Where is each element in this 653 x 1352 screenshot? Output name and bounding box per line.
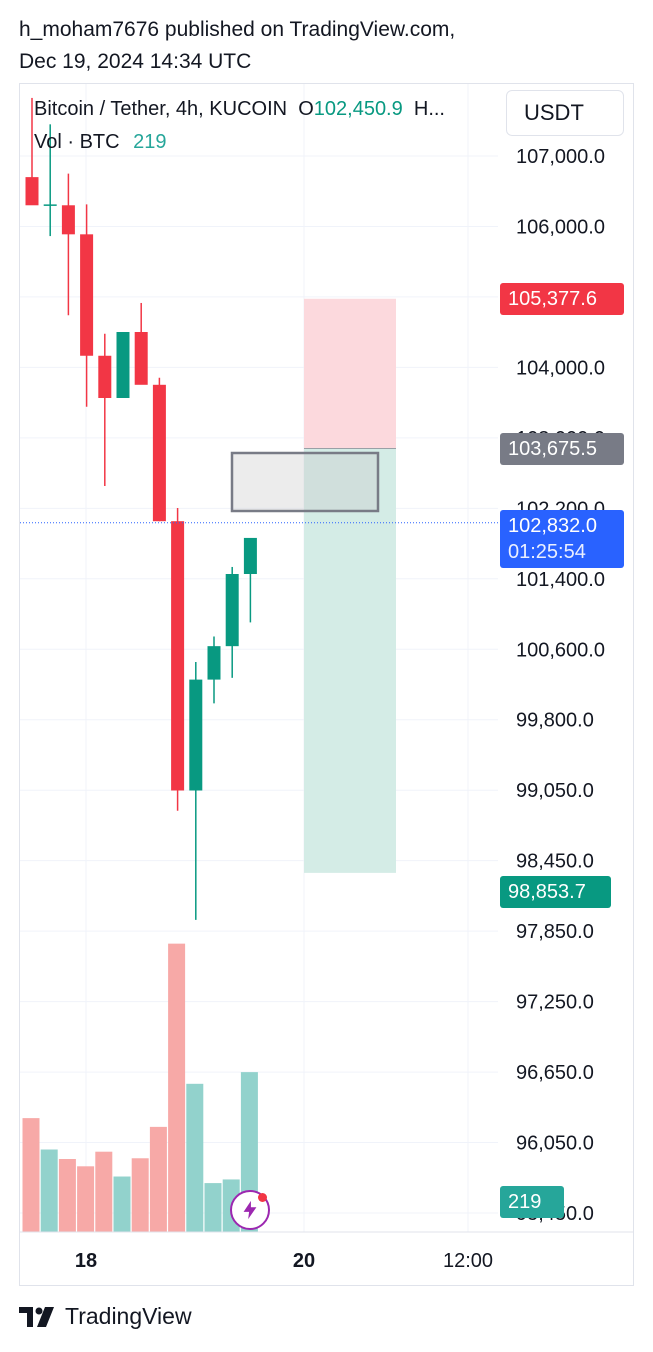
- candle-body: [207, 646, 221, 680]
- y-axis-tick-label: 100,600.0: [516, 639, 605, 661]
- x-axis-tick-label: 12:00: [443, 1250, 493, 1272]
- brand-name: TradingView: [65, 1303, 192, 1329]
- candle-body: [243, 537, 257, 574]
- candle-body: [116, 332, 130, 398]
- volume-bar: [113, 1176, 131, 1232]
- y-axis-tick-label: 99,050.0: [516, 780, 594, 802]
- volume-label[interactable]: Vol · BTC: [34, 131, 120, 153]
- bar-countdown: 01:25:54: [508, 541, 586, 563]
- volume-bar: [168, 943, 186, 1232]
- entry-price-tag: 103,675.5: [500, 433, 624, 465]
- candle-body: [225, 574, 239, 647]
- volume-bar: [77, 1166, 95, 1232]
- lightning-icon: [243, 1200, 257, 1220]
- symbol-name[interactable]: Bitcoin / Tether, 4h, KUCOIN: [34, 98, 288, 120]
- entry-rectangle-drawing: [230, 451, 380, 513]
- stop-loss-zone: [304, 298, 396, 449]
- volume-bar: [131, 1158, 149, 1232]
- y-axis-tick-label: 101,400.0: [516, 569, 605, 591]
- y-axis-tick-label: 96,650.0: [516, 1062, 594, 1084]
- chart-frame: [19, 83, 634, 1286]
- currency-button[interactable]: USDT: [506, 90, 624, 136]
- candle-body: [25, 177, 39, 206]
- y-axis-tick-label: 99,800.0: [516, 710, 594, 732]
- volume-bar: [95, 1151, 113, 1232]
- published-date: Dec 19, 2024 14:34 UTC: [19, 50, 252, 73]
- y-axis-tick-label: 107,000.0: [516, 146, 605, 168]
- legend-more: H...: [413, 98, 445, 120]
- open-value: 102,450.9: [313, 98, 403, 120]
- volume-value: 219: [133, 131, 167, 153]
- last-price-tag: 102,832.0 01:25:54: [500, 510, 624, 568]
- volume-bar: [22, 1118, 40, 1232]
- candle-body: [61, 205, 75, 235]
- take-profit-zone: [304, 448, 396, 873]
- volume-bar: [186, 1083, 204, 1232]
- stop-loss-price-tag: 105,377.6: [500, 283, 624, 315]
- volume-bar: [149, 1126, 167, 1232]
- publisher-line: h_moham7676 published on TradingView.com…: [19, 18, 456, 41]
- y-axis-tick-label: 104,000.0: [516, 357, 605, 379]
- open-label: O: [298, 98, 314, 120]
- candle-body: [171, 521, 185, 791]
- take-profit-price-tag: 98,853.7: [500, 876, 611, 908]
- candle-body: [80, 234, 94, 356]
- publisher-info: h_moham7676 published on TradingView.com…: [19, 14, 455, 78]
- volume-bar: [40, 1149, 58, 1232]
- y-axis-tick-label: 106,000.0: [516, 216, 605, 238]
- candle-body: [152, 384, 166, 522]
- y-axis-tick-label: 97,250.0: [516, 992, 594, 1014]
- y-axis-tick-label: 97,850.0: [516, 921, 594, 943]
- volume-tag: 219: [500, 1186, 564, 1218]
- y-axis-tick-label: 96,050.0: [516, 1133, 594, 1155]
- volume-legend: Vol · BTC 219: [34, 131, 167, 154]
- symbol-legend: Bitcoin / Tether, 4h, KUCOIN O102,450.9 …: [34, 98, 445, 121]
- x-axis-tick-label: 20: [293, 1250, 315, 1272]
- volume-bar: [58, 1159, 76, 1232]
- candle-body: [98, 355, 112, 398]
- y-axis-tick-label: 98,450.0: [516, 851, 594, 873]
- flash-icon[interactable]: [230, 1190, 270, 1230]
- candle-body: [134, 332, 148, 385]
- volume-bar: [204, 1183, 222, 1232]
- candle-body: [189, 679, 203, 791]
- x-axis-tick-label: 18: [75, 1250, 97, 1272]
- footer: TradingView: [19, 1303, 192, 1330]
- last-price-value: 102,832.0: [508, 515, 597, 537]
- notification-dot: [258, 1193, 267, 1202]
- tradingview-logo-icon: [19, 1306, 54, 1327]
- candle-body: [43, 204, 57, 206]
